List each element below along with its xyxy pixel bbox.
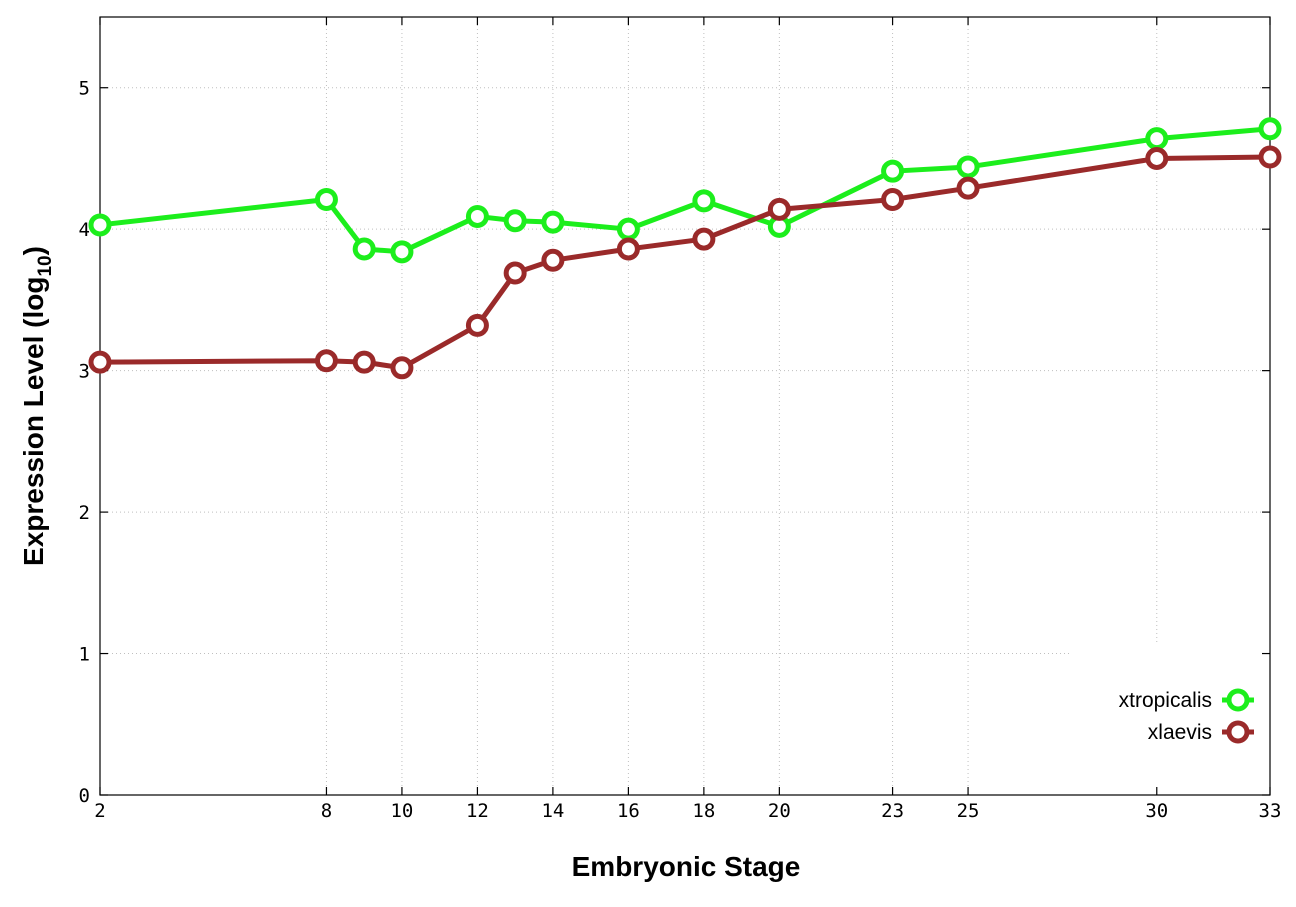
- data-point-xtropicalis: [314, 187, 338, 211]
- x-tick-label: 2: [94, 800, 105, 822]
- y-tick-label: 2: [79, 502, 90, 524]
- data-point-xlaevis: [314, 349, 338, 373]
- y-tick-label: 5: [79, 78, 90, 100]
- data-point-xlaevis: [881, 187, 905, 211]
- data-point-xlaevis: [390, 356, 414, 380]
- x-tick-label: 25: [957, 800, 980, 822]
- legend-background: [1072, 645, 1270, 795]
- data-point-xtropicalis: [881, 159, 905, 183]
- data-point-xlaevis: [1145, 146, 1169, 170]
- legend-marker-xtropicalis: [1226, 688, 1250, 712]
- x-tick-label: 23: [881, 800, 904, 822]
- x-tick-label: 10: [390, 800, 413, 822]
- y-axis-title-subscript: 10: [35, 255, 56, 276]
- data-point-xlaevis: [1258, 145, 1282, 169]
- data-point-xlaevis: [88, 350, 112, 374]
- x-tick-label: 16: [617, 800, 640, 822]
- legend-marker-xlaevis: [1226, 720, 1250, 744]
- y-axis-title-main: Expression Level (log: [18, 277, 49, 566]
- data-point-xtropicalis: [616, 217, 640, 241]
- data-point-xlaevis: [956, 176, 980, 200]
- x-tick-label: 14: [541, 800, 564, 822]
- data-point-xlaevis: [692, 227, 716, 251]
- data-point-xtropicalis: [390, 240, 414, 264]
- legend: xtropicalis xlaevis: [1119, 688, 1254, 744]
- legend-box: [1072, 645, 1270, 795]
- data-point-xtropicalis: [956, 155, 980, 179]
- data-point-xtropicalis: [88, 213, 112, 237]
- x-tick-label: 8: [321, 800, 332, 822]
- data-point-xtropicalis: [692, 189, 716, 213]
- x-tick-label: 20: [768, 800, 791, 822]
- data-point-xlaevis: [616, 237, 640, 261]
- grid-lines: [100, 17, 1270, 795]
- data-point-xlaevis: [465, 313, 489, 337]
- y-axis-title-close: ): [18, 246, 49, 255]
- data-point-xtropicalis: [1145, 127, 1169, 151]
- data-point-xtropicalis: [541, 210, 565, 234]
- legend-label-xlaevis: xlaevis: [1148, 721, 1212, 744]
- x-tick-label: 33: [1259, 800, 1282, 822]
- data-point-xtropicalis: [465, 204, 489, 228]
- data-point-xlaevis: [503, 261, 527, 285]
- legend-label-xtropicalis: xtropicalis: [1119, 689, 1212, 712]
- y-axis-title: Expression Level (log10): [18, 246, 56, 566]
- y-tick-label: 1: [79, 644, 90, 666]
- data-point-xtropicalis: [1258, 117, 1282, 141]
- data-point-xtropicalis: [352, 237, 376, 261]
- data-point-xlaevis: [541, 248, 565, 272]
- x-tick-label: 12: [466, 800, 489, 822]
- plot-frame: [99, 16, 1271, 796]
- x-axis-title: Embryonic Stage: [572, 851, 801, 882]
- y-tick-label: 3: [79, 361, 90, 383]
- data-point-xlaevis: [352, 350, 376, 374]
- series-layer: [88, 117, 1282, 380]
- data-point-xtropicalis: [503, 209, 527, 233]
- y-tick-label: 0: [79, 785, 90, 807]
- x-tick-label: 18: [692, 800, 715, 822]
- y-tick-label: 4: [79, 219, 90, 241]
- x-tick-label: 30: [1145, 800, 1168, 822]
- data-point-xlaevis: [767, 197, 791, 221]
